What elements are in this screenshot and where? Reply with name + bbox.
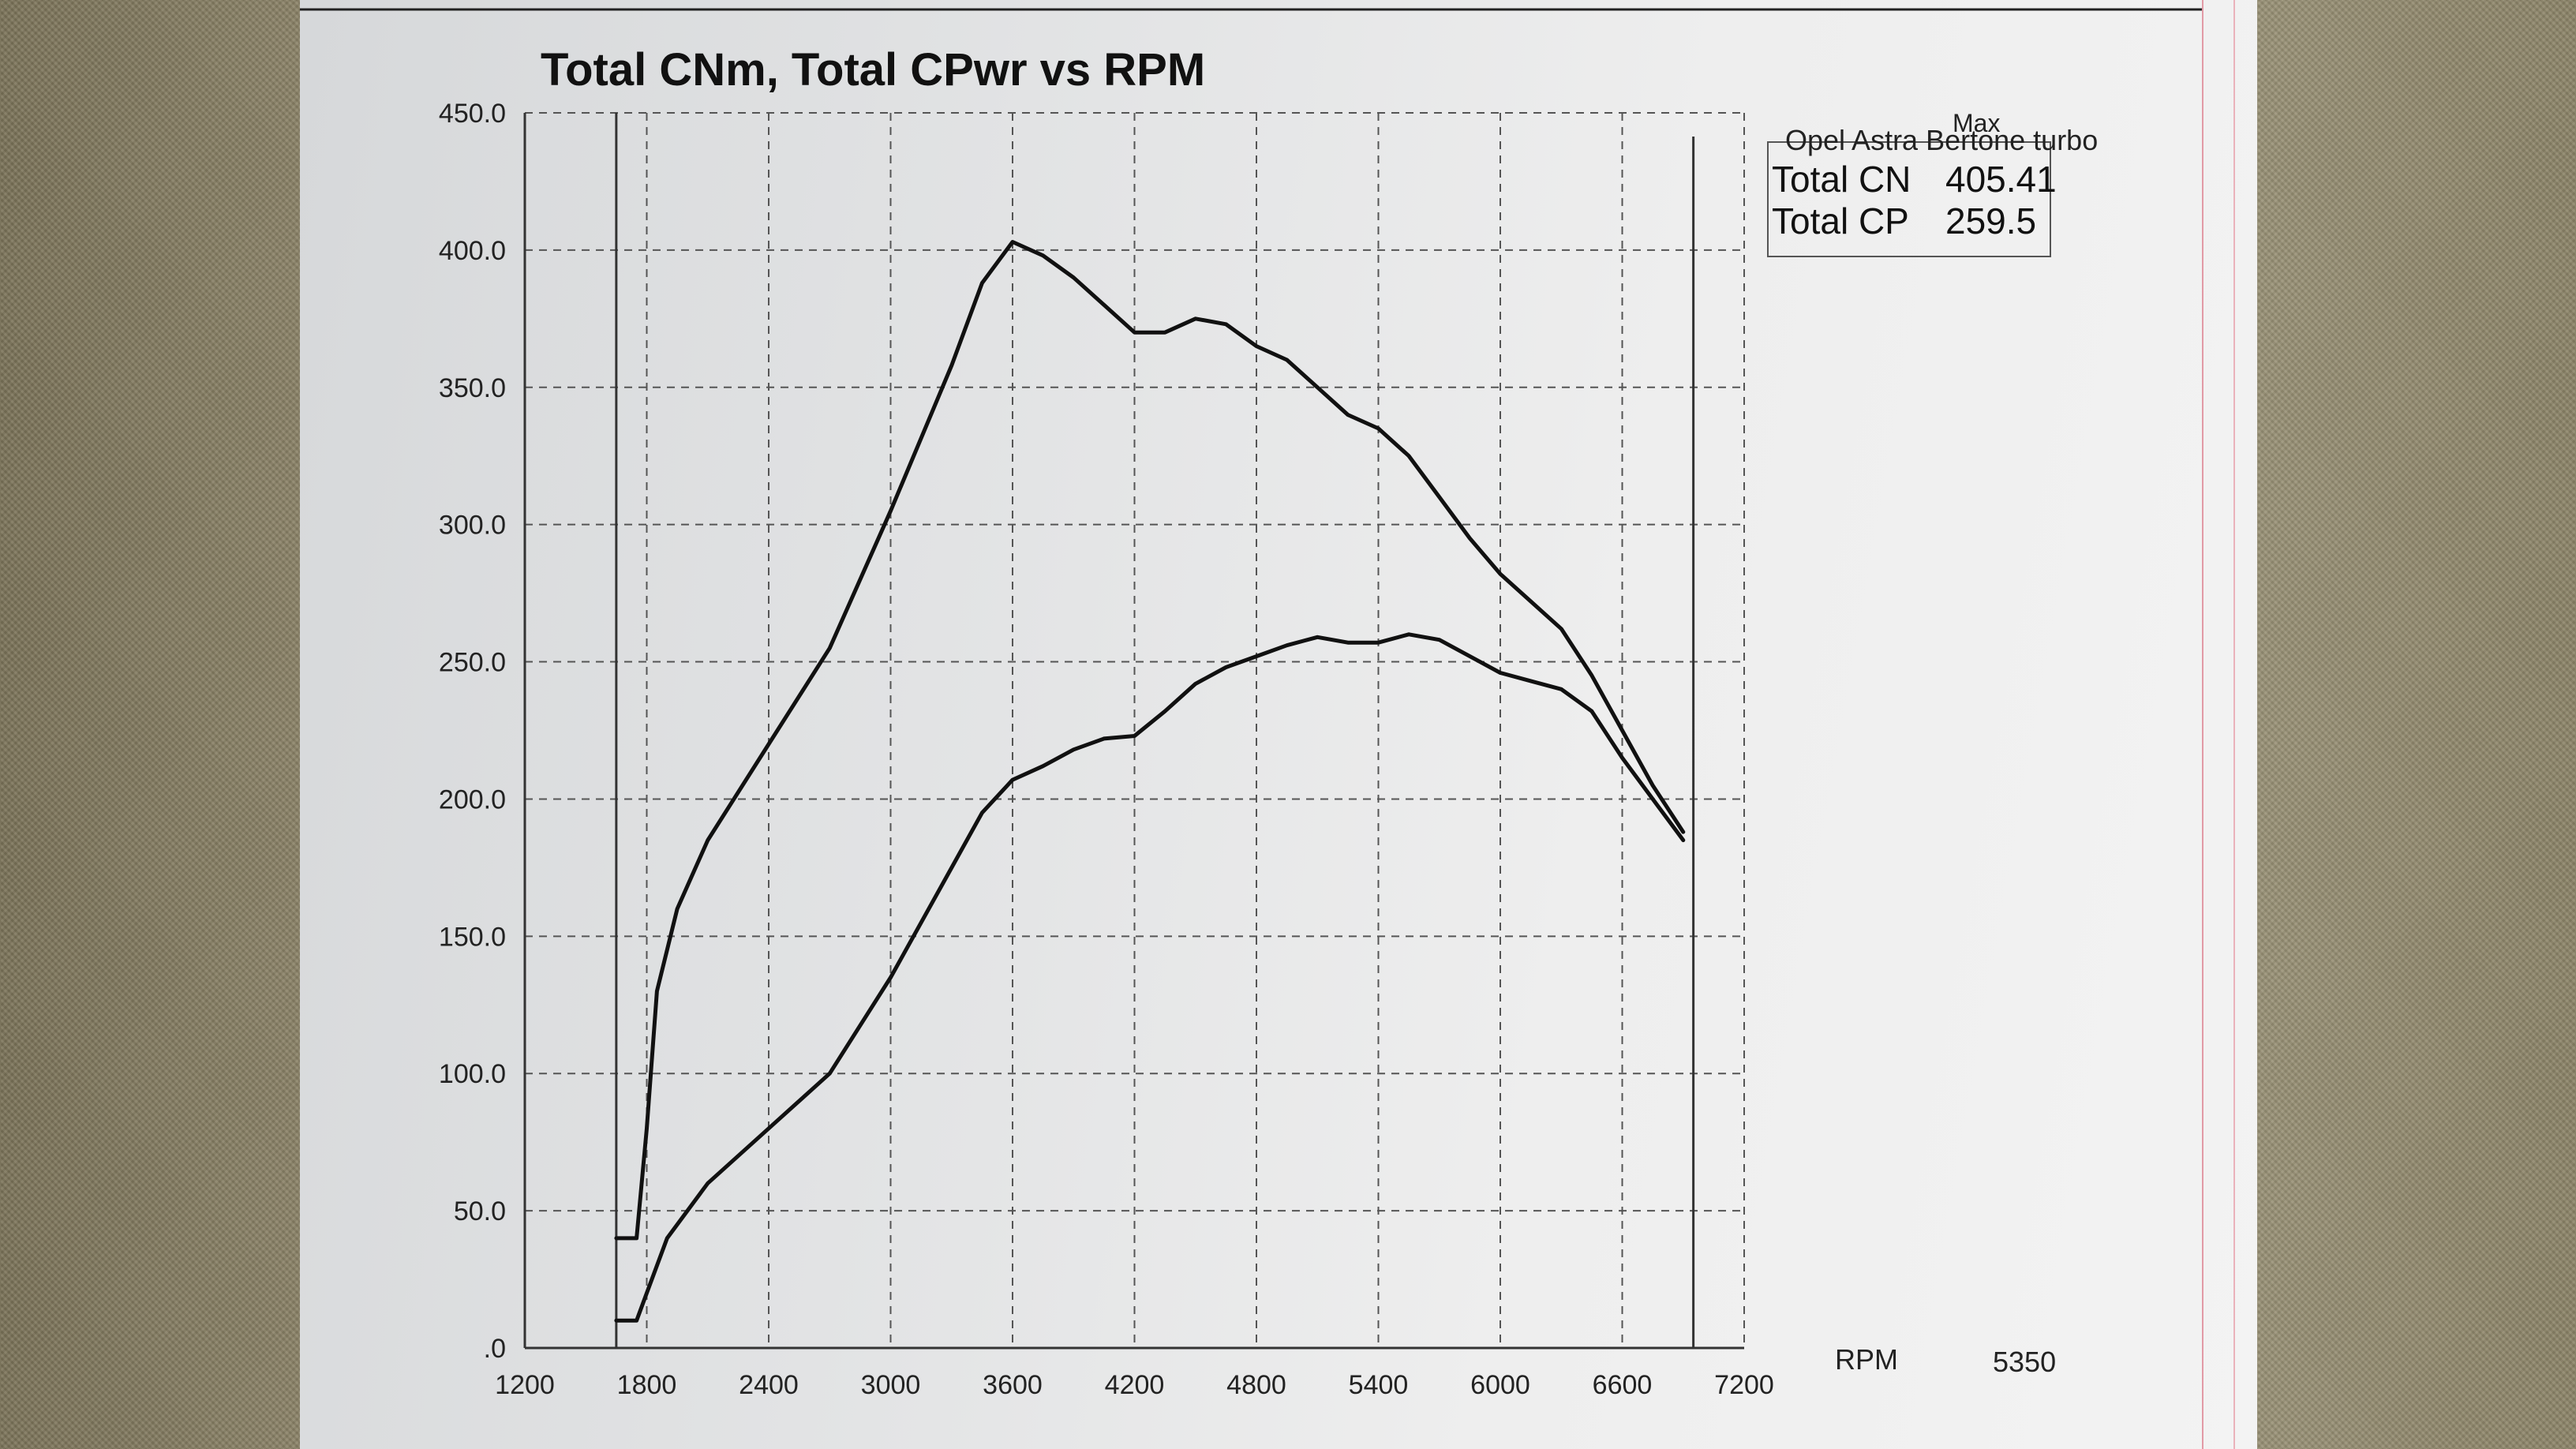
series-power-line [614, 632, 1686, 1323]
x-tick-label: 3000 [861, 1370, 921, 1400]
y-tick-label: 400.0 [439, 236, 506, 266]
legend-max-header: Max [1953, 109, 2000, 137]
chart-grid [524, 112, 1745, 1349]
legend-frame [1767, 141, 2051, 257]
rpm-readout-value: 5350 [1993, 1346, 2056, 1378]
x-tick-label: 6000 [1470, 1370, 1530, 1400]
y-axis-ticks: .0 50.0 100.0 150.0 200.0 250.0 300.0 350.0 400.… [439, 99, 506, 1364]
y-tick-label: 300.0 [439, 511, 506, 541]
x-tick-label: 4800 [1226, 1370, 1286, 1400]
x-axis-ticks: 1200 1800 2400 3000 3600 4200 4800 5400 6000 6600… [495, 1370, 1774, 1400]
x-tick-label: 6600 [1593, 1370, 1653, 1400]
x-axis-label: RPM [1835, 1343, 1898, 1376]
paper-sheet [300, 0, 2257, 1449]
legend-row-value: 405.41 [1945, 159, 2057, 200]
x-tick-label: 4200 [1105, 1370, 1165, 1400]
paper-margin-line [2202, 0, 2203, 1449]
chart-title: Total CNm, Total CPwr vs RPM [541, 44, 1205, 95]
x-tick-label: 7200 [1714, 1370, 1774, 1400]
x-tick-label: 1200 [495, 1370, 555, 1400]
x-tick-label: 2400 [739, 1370, 799, 1400]
y-tick-label: 450.0 [439, 99, 506, 129]
y-tick-label: 100.0 [439, 1059, 506, 1089]
y-tick-label: 150.0 [439, 922, 506, 952]
paper-margin-line-2 [2233, 0, 2235, 1449]
x-tick-label: 1800 [617, 1370, 677, 1400]
y-tick-label: .0 [484, 1334, 506, 1364]
series-torque-line [614, 240, 1686, 1241]
y-tick-label: 250.0 [439, 648, 506, 678]
y-tick-label: 50.0 [454, 1196, 506, 1226]
legend-box: Max Opel Astra Bertone turbo Total CN 40… [1767, 109, 2098, 257]
legend-row-label: Total CP [1772, 200, 1909, 242]
y-tick-label: 350.0 [439, 373, 506, 403]
legend-row-value: 259.5 [1945, 200, 2036, 242]
legend-row-label: Total CN [1772, 159, 1911, 200]
x-tick-label: 5400 [1349, 1370, 1409, 1400]
chart-series [614, 240, 1686, 1323]
legend-vehicle-name: Opel Astra Bertone turbo [1785, 124, 2098, 156]
y-tick-label: 200.0 [439, 784, 506, 814]
x-tick-label: 3600 [983, 1370, 1043, 1400]
chart-axes [523, 113, 1744, 1350]
